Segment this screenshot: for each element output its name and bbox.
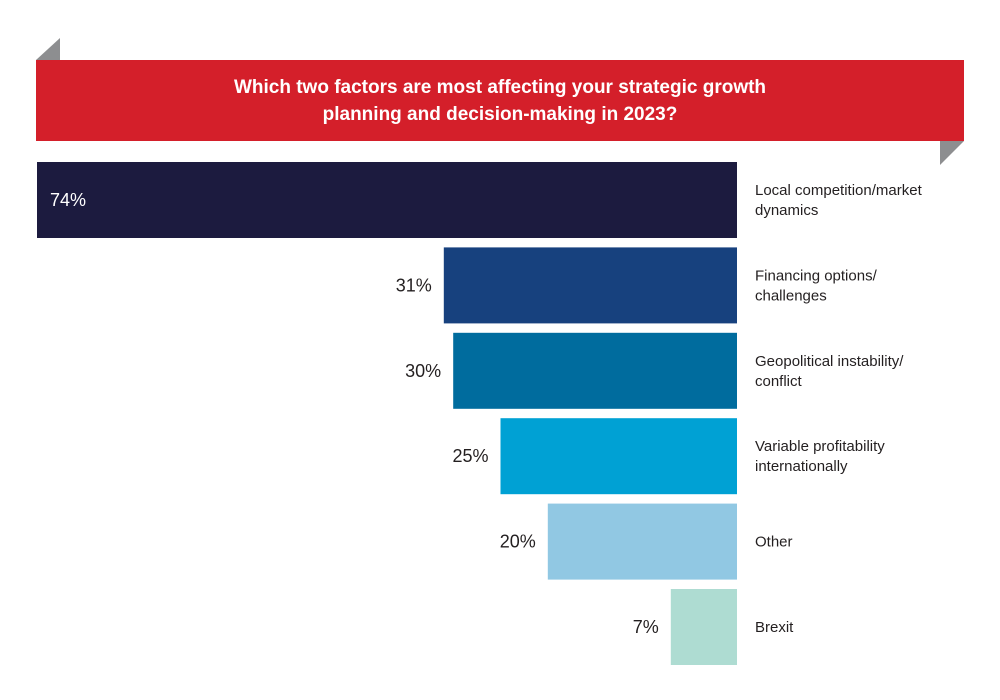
category-label-6: Brexit <box>755 619 794 636</box>
bar-1 <box>37 162 737 238</box>
chart-title: Which two factors are most affecting you… <box>233 76 767 125</box>
value-label-1: 74% <box>50 190 86 210</box>
category-label-4: Variable profitability internationally <box>755 438 885 475</box>
value-label-4: 25% <box>452 446 488 466</box>
value-label-6: 7% <box>633 617 659 637</box>
bar-6 <box>670 589 737 665</box>
bar-2 <box>443 247 737 324</box>
category-label-1: Local competition/market dynamics <box>755 182 923 219</box>
bar-5 <box>547 503 737 580</box>
bar-4 <box>500 418 737 495</box>
title-banner: Which two factors are most affecting you… <box>36 60 964 141</box>
category-label-3: Geopolitical instability/conflict <box>755 353 904 390</box>
bar-3 <box>453 332 737 409</box>
category-label-2: Financing options/challenges <box>755 267 878 304</box>
value-label-5: 20% <box>500 532 536 552</box>
value-label-2: 31% <box>396 275 432 295</box>
value-label-3: 30% <box>405 361 441 381</box>
category-label-5: Other <box>755 534 793 551</box>
